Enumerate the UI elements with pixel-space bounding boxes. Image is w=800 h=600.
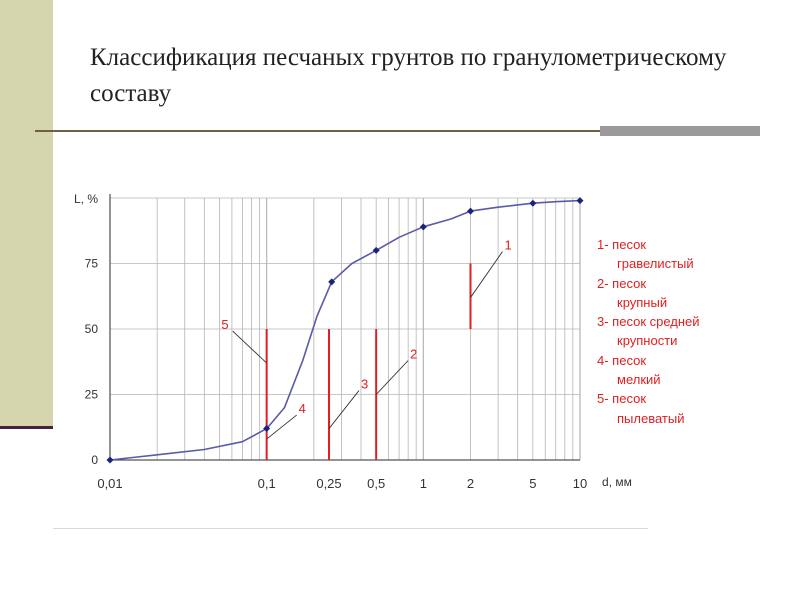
- y-tick-label: 0: [91, 453, 98, 467]
- data-point-marker: [466, 207, 474, 215]
- data-point-marker: [529, 199, 537, 207]
- x-tick-label: 0,01: [97, 476, 122, 491]
- y-tick-label: 25: [85, 388, 99, 402]
- legend-item-2: 2- песок: [597, 275, 647, 291]
- legend-item-2-cont: крупный: [617, 294, 668, 310]
- chart-curve: [106, 197, 584, 464]
- boundary-label-1: 1: [504, 238, 511, 253]
- title-divider-block: [600, 126, 760, 136]
- data-point-marker: [576, 197, 584, 205]
- slide-title: Классификация песчаных грунтов по гранул…: [90, 44, 727, 107]
- y-axis-title: L, %: [74, 192, 98, 206]
- x-tick-label: 0,25: [316, 476, 341, 491]
- x-tick-label: 5: [529, 476, 536, 491]
- legend-item-4: 4- песок: [597, 352, 647, 368]
- left-decor-bar: [0, 0, 53, 426]
- x-axis-title: d, мм: [602, 475, 632, 489]
- chart-frame: [53, 180, 648, 529]
- boundary-label-4: 4: [299, 401, 306, 416]
- title-divider-line: [35, 130, 600, 132]
- y-tick-label: 50: [85, 322, 99, 336]
- boundary-label-2: 2: [410, 347, 417, 362]
- chart-axes: [109, 194, 580, 461]
- chart-boundaries: [232, 251, 503, 460]
- data-point-marker: [106, 456, 114, 464]
- boundary-leader-1: [470, 251, 503, 298]
- legend-item-1: 1- песок: [597, 237, 647, 252]
- x-tick-label: 1: [420, 476, 427, 491]
- boundary-label-5: 5: [221, 317, 228, 332]
- data-point-marker: [372, 246, 380, 254]
- data-point-marker: [263, 425, 271, 433]
- boundary-leader-3: [328, 390, 360, 429]
- legend: 1- песок гравелистый 2- песок крупный 3-…: [597, 235, 797, 428]
- left-decor-line: [0, 426, 53, 429]
- x-tick-label: 10: [573, 476, 587, 491]
- boundary-leader-4: [266, 414, 297, 440]
- legend-item-1-cont: гравелистый: [617, 256, 694, 272]
- legend-item-3: 3- песок средней: [597, 314, 700, 330]
- grading-curve-line: [109, 199, 581, 461]
- boundary-leader-2: [375, 360, 409, 395]
- data-point-marker: [328, 278, 336, 286]
- legend-item-5-cont: пылеватый: [617, 410, 685, 426]
- x-tick-label: 2: [467, 476, 474, 491]
- x-tick-label: 0,5: [367, 476, 385, 491]
- data-point-marker: [419, 223, 427, 231]
- boundary-leader-5: [232, 330, 267, 364]
- legend-item-4-cont: мелкий: [617, 372, 661, 388]
- x-tick-label: 0,1: [258, 476, 276, 491]
- y-tick-label: 75: [85, 257, 99, 271]
- legend-item-5: 5- песок: [597, 391, 647, 407]
- boundary-label-3: 3: [361, 377, 368, 392]
- legend-item-3-cont: крупности: [617, 333, 678, 349]
